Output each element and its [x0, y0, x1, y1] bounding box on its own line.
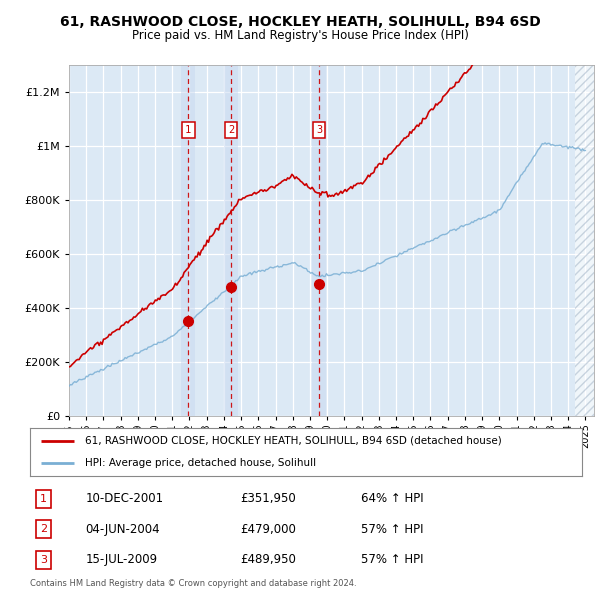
Text: 57% ↑ HPI: 57% ↑ HPI	[361, 553, 424, 566]
Text: 2: 2	[228, 124, 234, 135]
Bar	[224, 65, 238, 416]
Text: 15-JUL-2009: 15-JUL-2009	[85, 553, 157, 566]
Bar	[312, 65, 326, 416]
Bar	[181, 65, 195, 416]
Text: Price paid vs. HM Land Registry's House Price Index (HPI): Price paid vs. HM Land Registry's House …	[131, 30, 469, 42]
Text: £479,000: £479,000	[240, 523, 296, 536]
Text: 2: 2	[40, 525, 47, 534]
Text: 61, RASHWOOD CLOSE, HOCKLEY HEATH, SOLIHULL, B94 6SD: 61, RASHWOOD CLOSE, HOCKLEY HEATH, SOLIH…	[59, 15, 541, 29]
Text: 3: 3	[316, 124, 322, 135]
Text: Contains HM Land Registry data © Crown copyright and database right 2024.
This d: Contains HM Land Registry data © Crown c…	[30, 579, 356, 590]
Text: 57% ↑ HPI: 57% ↑ HPI	[361, 523, 424, 536]
Text: 04-JUN-2004: 04-JUN-2004	[85, 523, 160, 536]
Text: 64% ↑ HPI: 64% ↑ HPI	[361, 492, 424, 505]
Text: 3: 3	[40, 555, 47, 565]
Text: 10-DEC-2001: 10-DEC-2001	[85, 492, 163, 505]
Text: £351,950: £351,950	[240, 492, 296, 505]
Text: HPI: Average price, detached house, Solihull: HPI: Average price, detached house, Soli…	[85, 458, 316, 468]
Text: 1: 1	[185, 124, 191, 135]
Text: 61, RASHWOOD CLOSE, HOCKLEY HEATH, SOLIHULL, B94 6SD (detached house): 61, RASHWOOD CLOSE, HOCKLEY HEATH, SOLIH…	[85, 436, 502, 446]
Text: £489,950: £489,950	[240, 553, 296, 566]
Text: 1: 1	[40, 494, 47, 504]
